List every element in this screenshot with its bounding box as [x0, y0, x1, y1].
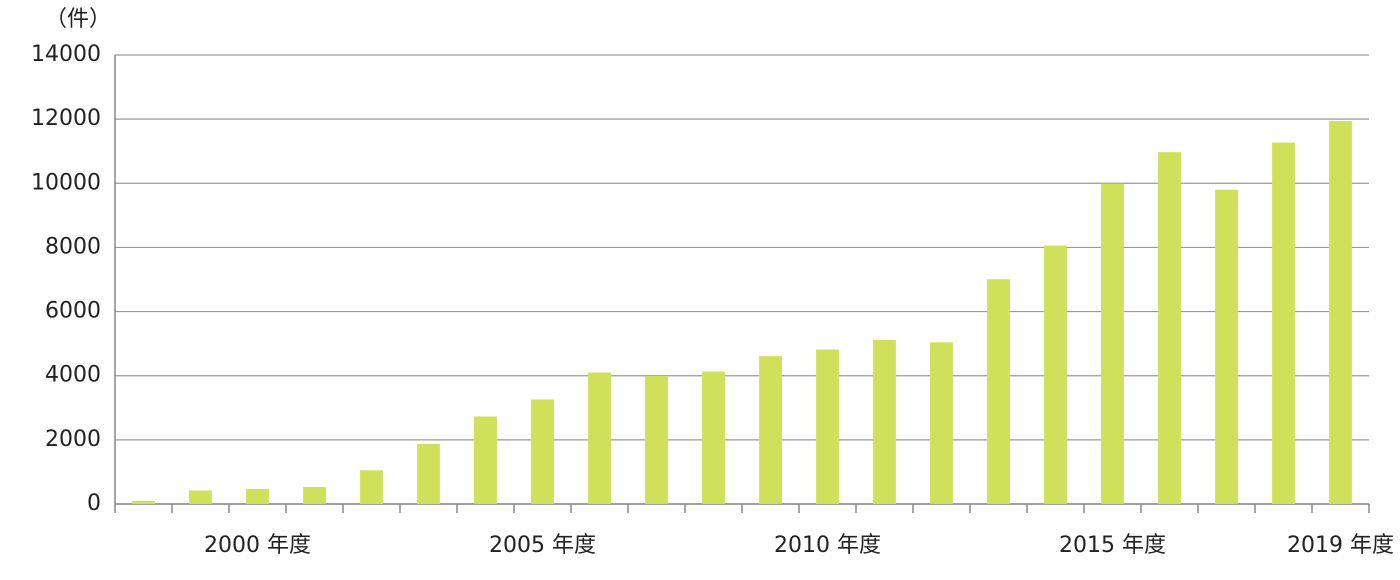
bar: [303, 487, 326, 504]
bar: [474, 416, 497, 504]
bar: [246, 488, 269, 504]
x-tick-label: 2019 年度: [1287, 533, 1394, 558]
bar: [531, 399, 554, 504]
bar: [702, 371, 725, 504]
y-tick-label: 0: [87, 491, 101, 516]
bar: [930, 342, 953, 504]
unit-label: （件）: [45, 7, 111, 32]
y-tick-label: 8000: [45, 234, 101, 259]
bar: [1329, 121, 1352, 505]
bar: [1272, 142, 1295, 504]
bar: [645, 376, 668, 504]
bar: [360, 470, 383, 504]
bar: [873, 339, 896, 504]
y-tick-label: 10000: [31, 170, 101, 195]
bar: [189, 490, 212, 504]
bar: [816, 349, 839, 504]
x-tick-label: 2005 年度: [489, 533, 596, 558]
bar: [1044, 245, 1067, 505]
x-tick-label: 2000 年度: [204, 533, 311, 558]
bar: [1215, 189, 1238, 504]
y-tick-label: 2000: [45, 427, 101, 452]
x-tick-label: 2010 年度: [774, 533, 881, 558]
bar: [132, 500, 155, 504]
bar: [417, 444, 440, 504]
bar: [1158, 152, 1181, 504]
y-tick-label: 14000: [31, 42, 101, 67]
y-tick-label: 6000: [45, 299, 101, 324]
bar: [987, 279, 1010, 504]
bar: [1101, 183, 1124, 504]
y-tick-label: 12000: [31, 106, 101, 131]
bar: [588, 372, 611, 504]
bar: [759, 356, 782, 504]
y-tick-label: 4000: [45, 363, 101, 388]
x-tick-label: 2015 年度: [1059, 533, 1166, 558]
